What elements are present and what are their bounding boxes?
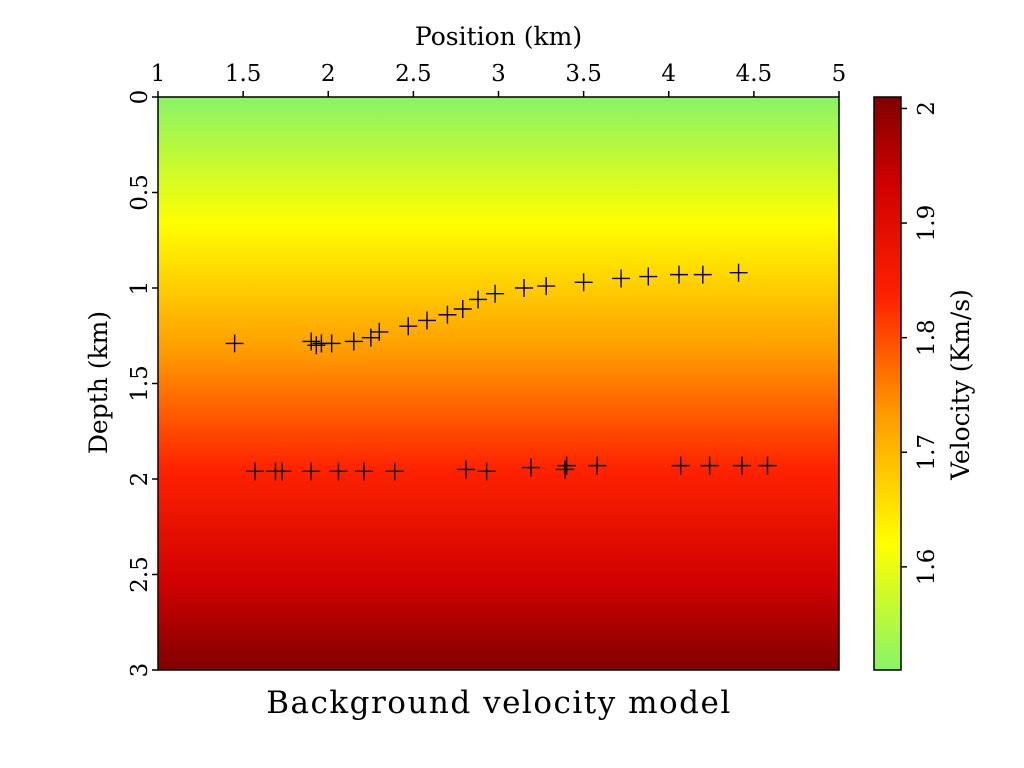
x-axis-title: Position (km) (415, 22, 582, 51)
pick-marker (385, 462, 404, 481)
colorbar-tick-label: 1.8 (914, 319, 940, 356)
x-tick-label: 4.5 (736, 61, 773, 87)
pick-marker (302, 462, 321, 481)
pick-marker (515, 279, 534, 297)
colorbar (874, 97, 901, 670)
pick-marker (588, 456, 607, 475)
colorbar-tick-label: 1.7 (914, 434, 940, 471)
pick-marker (370, 322, 389, 341)
pick-marker (729, 263, 748, 282)
pick-marker (693, 265, 712, 284)
pick-marker (477, 462, 496, 481)
pick-marker (557, 456, 576, 475)
pick-marker (639, 267, 658, 286)
pick-marker (671, 456, 690, 475)
y-axis-ticks: 0 0.5 1 1.5 2 2.5 3 (127, 90, 158, 678)
y-tick-label: 2 (127, 472, 153, 487)
colorbar-title: Velocity (Km/s) (946, 289, 975, 481)
y-tick-label: 0 (127, 90, 153, 105)
x-tick-label: 1 (151, 61, 166, 87)
x-tick-label: 3.5 (565, 61, 602, 87)
x-tick-label: 2.5 (395, 61, 432, 87)
x-tick-label: 5 (832, 61, 847, 87)
x-axis-ticks: 1 1.5 2 2.5 3 3.5 4 4.5 5 (151, 61, 847, 97)
colorbar-tick-label: 2 (914, 101, 940, 116)
y-axis-title: Depth (km) (84, 311, 113, 454)
pick-marker (521, 458, 540, 477)
pick-marker (469, 290, 488, 309)
pick-marker (537, 277, 556, 296)
y-tick-label: 0.5 (127, 174, 153, 211)
x-tick-label: 3 (491, 61, 506, 87)
y-tick-label: 1.5 (127, 365, 153, 402)
pick-marker (453, 300, 472, 319)
pick-marker (344, 332, 363, 351)
pick-marker (273, 462, 292, 481)
pick-marker (355, 462, 374, 481)
x-tick-label: 2 (321, 61, 336, 87)
pick-marker (574, 273, 593, 292)
colorbar-tick-label: 1.6 (914, 549, 940, 586)
pick-marker (700, 456, 719, 475)
pick-marker (732, 456, 751, 475)
pick-marker (486, 284, 505, 303)
pick-marker (225, 334, 244, 353)
colorbar-ticks: 1.6 1.7 1.8 1.9 2 (901, 101, 940, 585)
pick-marker (246, 462, 265, 481)
pick-marker (555, 460, 574, 479)
pick-marker (307, 336, 326, 355)
chart-title: Background velocity model (266, 685, 732, 721)
pick-marker (322, 334, 341, 353)
y-tick-label: 1 (127, 281, 153, 296)
pick-marker (302, 332, 321, 351)
pick-marker (758, 456, 777, 475)
pick-marker (457, 460, 476, 479)
picked-points (225, 263, 777, 481)
pick-marker (329, 462, 348, 481)
y-tick-label: 2.5 (127, 556, 153, 593)
pick-marker (612, 269, 631, 288)
pick-marker (399, 317, 418, 336)
pick-marker (438, 305, 457, 324)
y-tick-label: 3 (127, 663, 153, 678)
x-tick-label: 1.5 (225, 61, 262, 87)
pick-marker (417, 311, 436, 330)
colorbar-tick-label: 1.9 (914, 205, 940, 242)
colorbar-frame (873, 96, 902, 671)
x-tick-label: 4 (661, 61, 676, 87)
pick-marker (669, 265, 688, 284)
velocity-heatmap (158, 97, 839, 670)
